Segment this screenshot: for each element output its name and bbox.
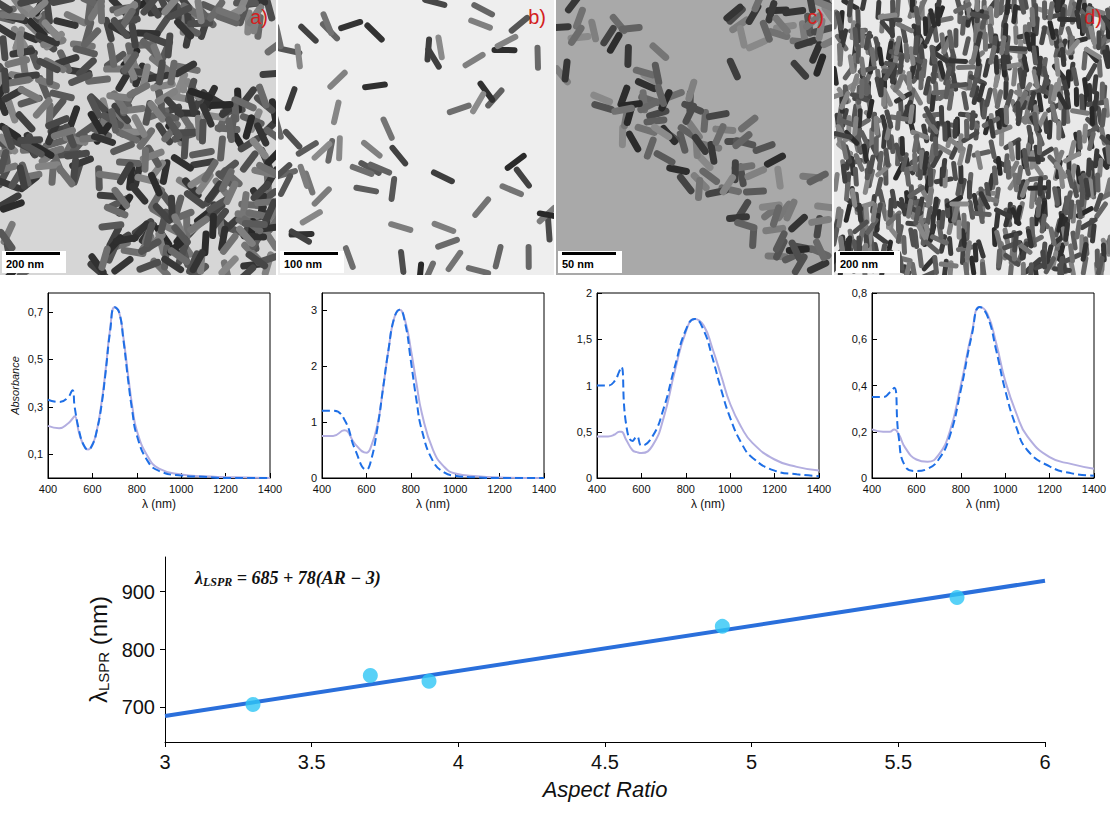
- svg-text:0,2: 0,2: [852, 426, 867, 438]
- svg-text:400: 400: [863, 483, 881, 495]
- svg-text:0,1: 0,1: [28, 448, 43, 460]
- svg-text:LSPR: LSPR: [95, 652, 112, 691]
- svg-text:0: 0: [585, 472, 592, 484]
- svg-text:1400: 1400: [258, 483, 282, 495]
- svg-text:0,7: 0,7: [28, 306, 43, 318]
- svg-text:800: 800: [402, 483, 420, 495]
- svg-text:d): d): [1084, 6, 1102, 28]
- svg-text:1400: 1400: [807, 483, 831, 495]
- svg-text:1200: 1200: [762, 483, 786, 495]
- svg-text:900: 900: [122, 581, 155, 603]
- svg-text:3: 3: [311, 304, 317, 316]
- svg-text:6: 6: [1039, 751, 1050, 773]
- svg-text:600: 600: [632, 483, 650, 495]
- svg-text:λ (nm): λ (nm): [691, 497, 725, 511]
- svg-text:600: 600: [83, 483, 101, 495]
- svg-text:1400: 1400: [1082, 483, 1106, 495]
- svg-text:0,6: 0,6: [852, 333, 867, 345]
- svg-text:800: 800: [128, 483, 146, 495]
- svg-text:λ: λ: [85, 691, 112, 703]
- svg-text:= 685 + 78(AR − 3): = 685 + 78(AR − 3): [232, 568, 380, 589]
- svg-text:1000: 1000: [718, 483, 742, 495]
- svg-text:400: 400: [313, 483, 331, 495]
- svg-text:2: 2: [586, 287, 592, 299]
- svg-text:0,4: 0,4: [852, 380, 867, 392]
- svg-text:800: 800: [952, 483, 970, 495]
- svg-text:2: 2: [311, 360, 317, 372]
- svg-text:50 nm: 50 nm: [562, 258, 594, 270]
- svg-text:0: 0: [860, 472, 867, 484]
- svg-text:1200: 1200: [213, 483, 237, 495]
- svg-text:1,5: 1,5: [577, 333, 592, 345]
- svg-text:λ: λ: [194, 568, 203, 588]
- svg-text:700: 700: [122, 696, 155, 718]
- svg-text:a): a): [250, 6, 268, 28]
- svg-text:1: 1: [586, 380, 592, 392]
- svg-text:0,5: 0,5: [28, 353, 43, 365]
- svg-text:LSPR: LSPR: [202, 575, 232, 589]
- svg-text:200 nm: 200 nm: [6, 258, 44, 270]
- svg-text:c): c): [807, 6, 824, 28]
- svg-text:600: 600: [907, 483, 925, 495]
- svg-text:100 nm: 100 nm: [284, 258, 322, 270]
- svg-text:400: 400: [588, 483, 606, 495]
- svg-text:1000: 1000: [443, 483, 467, 495]
- svg-text:1000: 1000: [993, 483, 1017, 495]
- svg-text:0,5: 0,5: [577, 426, 592, 438]
- svg-text:3: 3: [159, 751, 170, 773]
- svg-text:1200: 1200: [487, 483, 511, 495]
- svg-text:λ (nm): λ (nm): [966, 497, 1000, 511]
- svg-text:4.5: 4.5: [591, 751, 619, 773]
- svg-text:1200: 1200: [1037, 483, 1061, 495]
- svg-text:Absorbance: Absorbance: [9, 356, 21, 416]
- svg-text:λ (nm): λ (nm): [416, 497, 450, 511]
- svg-text:5.5: 5.5: [884, 751, 912, 773]
- svg-text:(nm): (nm): [85, 596, 112, 652]
- svg-text:b): b): [528, 6, 546, 28]
- svg-text:800: 800: [677, 483, 695, 495]
- svg-text:4: 4: [453, 751, 464, 773]
- svg-text:λ (nm): λ (nm): [142, 497, 176, 511]
- svg-text:1400: 1400: [532, 483, 556, 495]
- svg-text:1000: 1000: [169, 483, 193, 495]
- svg-text:400: 400: [39, 483, 57, 495]
- svg-text:0: 0: [310, 472, 317, 484]
- svg-text:0,8: 0,8: [852, 287, 867, 299]
- svg-text:1: 1: [311, 416, 317, 428]
- svg-text:600: 600: [357, 483, 375, 495]
- svg-text:0,3: 0,3: [28, 401, 43, 413]
- svg-text:3.5: 3.5: [298, 751, 326, 773]
- svg-text:Aspect Ratio: Aspect Ratio: [541, 777, 668, 802]
- svg-text:800: 800: [122, 639, 155, 661]
- svg-text:5: 5: [746, 751, 757, 773]
- svg-text:200 nm: 200 nm: [840, 258, 878, 270]
